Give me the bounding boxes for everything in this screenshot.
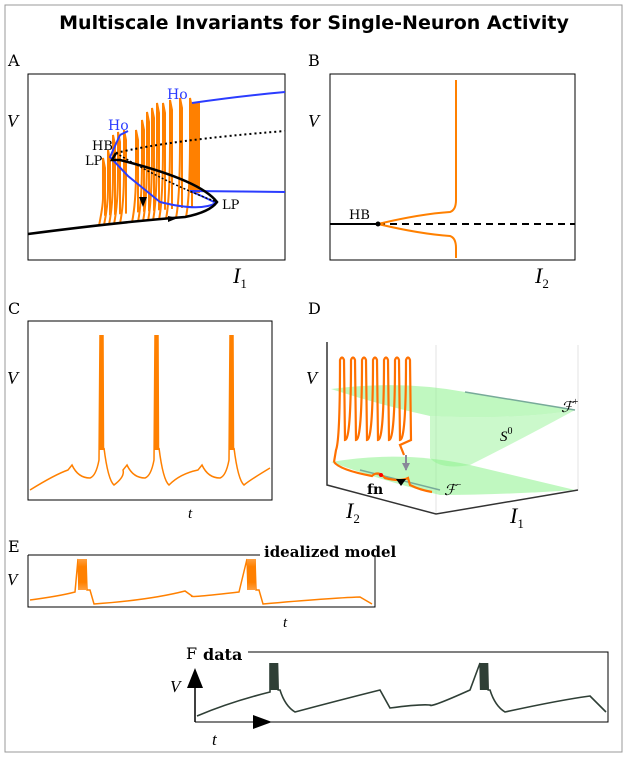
panel-a-spike-trace [175,97,183,219]
panel-d: D V fn S0 ℱ+ ℱ− I2 I1 [306,299,579,531]
panel-a-xlabel: I1 [232,263,247,291]
panel-c-axes [27,320,273,501]
panel-a-hb-label: HB [92,139,113,154]
panel-f-caption: data [203,645,242,664]
panel-d-upper-sheet [331,385,575,418]
panel-e-trace [29,558,373,605]
panel-a-spike-trace [103,149,111,226]
panel-a-middle-branch [115,152,218,203]
panel-b-hb-label: HB [349,208,370,223]
panel-a-stable-branch [27,152,219,236]
panel-e-caption: idealized model [264,543,397,561]
panel-a-spike-trace [98,157,106,226]
panel-a-spike-trace [147,107,155,221]
panel-a-axes [27,73,286,261]
panel-a-arrow-right-icon [168,216,178,222]
panel-b-trace [377,80,457,258]
panel-c-ylabel: V [7,368,20,388]
panel-c: C V t [7,299,273,522]
panel-d-fn-point [379,473,383,477]
panel-d-f-minus-label: ℱ− [444,480,462,499]
figure-title: Multiscale Invariants for Single-Neuron … [59,12,569,34]
panel-a-spike-traces [98,97,200,226]
panel-e-ylabel: V [7,570,20,589]
panel-a-lp-label-left: LP [85,154,103,169]
panel-e: E idealized model V t [7,537,397,631]
panel-f-y-arrow-icon [187,668,203,688]
panel-f-axes [195,651,609,723]
panel-a-ho-label-upper: Ho [167,87,188,103]
panel-a-lp-label-right: LP [222,198,240,213]
panel-d-axes [326,342,579,515]
figure-border [4,4,623,753]
panel-a-ho-label-lower: Ho [108,118,129,134]
panel-d-arrow-icon [396,479,406,486]
panel-b-hb-point [375,221,381,227]
panel-f-x-arrow-icon [253,715,272,729]
panel-d-s0-label: S0 [500,426,513,445]
panel-a-ho-branch-upper [191,91,286,104]
panel-d-xlabel-i2: I2 [345,498,360,526]
panel-a-arrow-down-icon [139,197,147,207]
panel-a-spike-trace [165,99,173,220]
panel-f-xlabel: t [212,730,218,749]
panel-d-f-plus-curve [464,391,576,411]
panel-c-label: C [8,299,20,318]
panel-b: B V I2 HB [308,51,576,291]
panel-b-label: B [308,51,320,70]
panel-d-middle-sheet [430,410,575,467]
panel-d-fn-label: fn [367,482,383,498]
panel-c-xlabel: t [188,506,193,522]
panel-f-trace [196,662,607,717]
panel-d-arrow-down-icon [402,463,410,471]
panel-a-spike-trace [158,102,166,220]
panel-a-spike-trace [142,111,150,222]
panel-b-ylabel: V [308,111,321,131]
panel-d-trace [332,356,433,494]
panel-a-spike-trace [152,102,160,221]
panel-d-xlabel-i1: I1 [509,503,524,531]
panel-d-lower-sheet [331,456,575,495]
panel-d-ylabel: V [306,368,319,388]
panel-d-f-plus-label: ℱ+ [561,397,579,416]
panel-e-xlabel: t [283,615,288,631]
panel-a-unstable-branch [115,130,286,154]
panel-c-trace [29,334,271,491]
panel-a-ylabel: V [7,111,20,131]
panel-f-label: F [186,644,197,663]
panel-a-burst [190,103,200,193]
panel-b-axes [329,73,576,261]
panel-a-label: A [7,51,20,70]
panel-a-spike-trace [119,129,127,224]
panel-f: F data V t [170,644,609,749]
panel-f-ylabel: V [170,677,183,696]
panel-d-label: D [308,299,321,318]
panel-a-spike-trace [137,119,145,222]
panel-b-xlabel: I2 [534,263,549,291]
panel-a-ho-branch-small [119,130,129,136]
panel-e-label: E [8,537,20,556]
panel-a-spike-trace [131,129,139,223]
panel-a: A V I1 Ho Ho HB LP LP [7,51,286,291]
panel-a-spike-trace [108,134,116,225]
panel-e-axes [27,554,376,608]
